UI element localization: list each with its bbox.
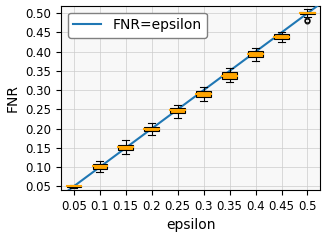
Bar (144, 127, 159, 131)
Bar (196, 91, 211, 97)
Bar (67, 186, 81, 187)
Bar (222, 72, 237, 79)
Y-axis label: FNR: FNR (6, 84, 20, 112)
Bar (274, 35, 289, 40)
Bar (248, 51, 263, 58)
Bar (300, 12, 315, 15)
Bar (93, 164, 107, 169)
X-axis label: epsilon: epsilon (166, 218, 215, 233)
Bar (118, 145, 133, 150)
Bar (170, 108, 185, 113)
Legend: FNR=epsilon: FNR=epsilon (68, 13, 207, 38)
